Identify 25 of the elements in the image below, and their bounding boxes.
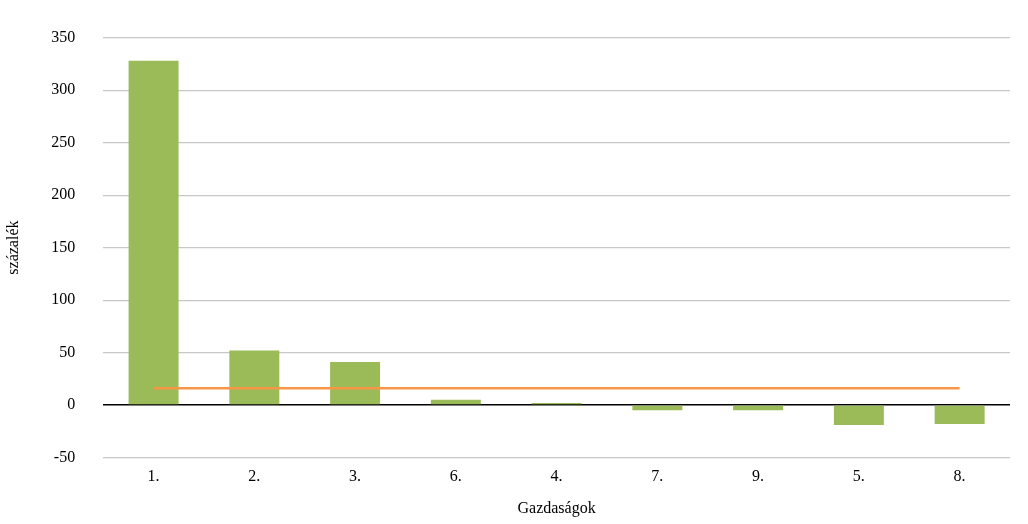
x-tick-label: 2.: [248, 467, 261, 485]
x-tick-label: 4.: [550, 467, 563, 485]
y-tick-label: 350: [51, 27, 76, 45]
x-tick-label: 8.: [953, 467, 966, 485]
y-tick-label: 100: [51, 290, 76, 308]
y-tick-label: 0: [67, 395, 76, 413]
x-tick-label: 7.: [651, 467, 664, 485]
bar: [833, 405, 884, 426]
y-tick-label: 200: [51, 185, 76, 203]
bar: [229, 350, 280, 405]
bar: [128, 60, 179, 405]
x-tick-label: 9.: [752, 467, 765, 485]
x-axis-title: Gazdaságok: [517, 498, 596, 517]
x-tick-label: 1.: [147, 467, 160, 485]
y-tick-label: 250: [51, 132, 76, 150]
y-tick-label: 300: [51, 80, 76, 98]
y-tick-label: 150: [51, 237, 76, 255]
y-tick-label: 50: [59, 342, 76, 360]
x-tick-label: 6.: [449, 467, 462, 485]
bar: [330, 362, 381, 405]
y-tick-label: -50: [53, 447, 76, 465]
bar: [934, 405, 985, 424]
y-axis-title: százalék: [3, 220, 21, 275]
x-tick-label: 5.: [852, 467, 865, 485]
x-tick-label: 3.: [349, 467, 362, 485]
